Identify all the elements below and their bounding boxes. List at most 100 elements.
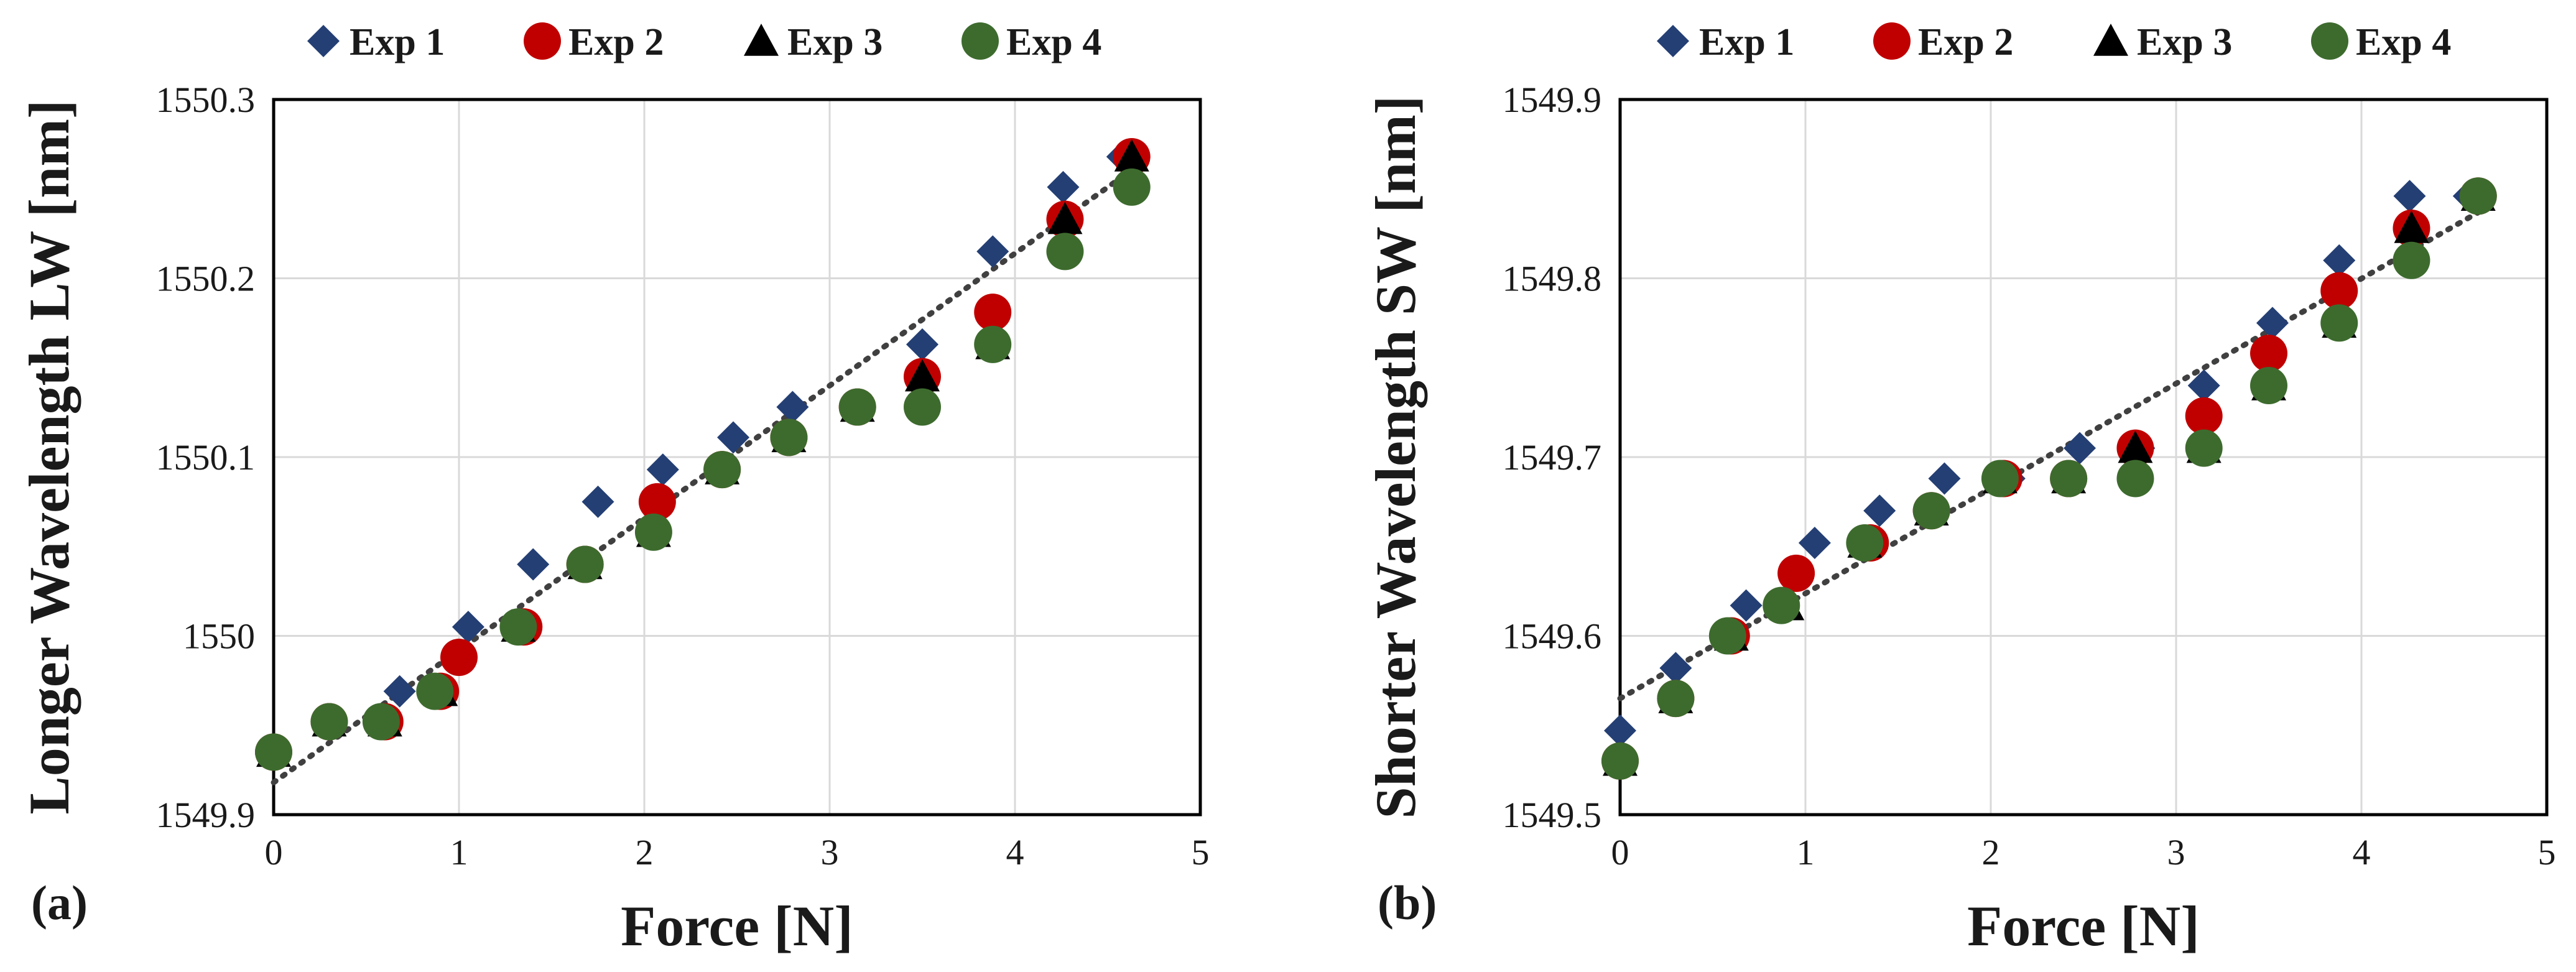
data-point: [2250, 335, 2287, 373]
trendline: [1617, 207, 2485, 701]
data-point: [2118, 430, 2153, 463]
legend: Exp 1 Exp 2 Exp 3 Exp 4: [307, 21, 1101, 63]
x-tick-label: 5: [1192, 832, 1210, 872]
legend-label: Exp 1: [350, 21, 445, 63]
data-point: [2187, 369, 2220, 402]
data-point: [1046, 233, 1084, 271]
x-tick-label: 2: [636, 832, 654, 872]
legend-marker: [744, 24, 779, 56]
x-axis-title: Force [N]: [1967, 894, 2200, 958]
data-point: [1708, 617, 1746, 655]
panel-label: (b): [1378, 876, 1437, 930]
x-tick-label: 1: [1797, 832, 1815, 872]
legend-label: Exp 3: [2137, 21, 2232, 63]
data-point: [517, 548, 550, 581]
data-point: [776, 391, 809, 424]
series-exp-4: [255, 168, 1151, 771]
x-tick-label: 5: [2538, 832, 2556, 872]
y-tick-label: 1550.3: [156, 80, 256, 120]
data-point: [1114, 139, 1149, 172]
data-point: [1047, 170, 1080, 203]
legend-marker: [524, 22, 561, 60]
x-tick-label: 2: [1982, 832, 2000, 872]
data-point: [1798, 527, 1831, 559]
legend-marker: [1873, 22, 1911, 60]
data-point: [383, 675, 416, 708]
data-point: [2050, 460, 2088, 498]
chart-a: 0 1 2 3 4 5 1549.9 1550 1550.1 1550.2 1550.3 Force …: [17, 21, 1210, 958]
x-tick-label: 4: [1006, 832, 1024, 872]
x-tick-label: 3: [821, 832, 839, 872]
panel-label: (a): [31, 876, 88, 930]
plot-border: [272, 98, 1202, 817]
x-tick-label: 0: [265, 832, 283, 872]
data-point: [2116, 460, 2154, 498]
series-exp-4: [1601, 177, 2497, 780]
data-point: [2323, 244, 2356, 277]
data-point: [976, 235, 1009, 268]
data-point: [974, 294, 1012, 331]
y-tick-label: 1550.2: [156, 259, 256, 299]
y-tick-label: 1550: [183, 616, 255, 657]
data-point: [904, 388, 941, 426]
data-point: [581, 485, 614, 518]
data-point: [1601, 742, 1639, 780]
x-tick-label: 3: [2167, 832, 2185, 872]
legend-label: Exp 1: [1699, 21, 1794, 63]
y-axis-title: Shorter Wavelength SW [nm]: [1364, 96, 1427, 819]
y-tick-label: 1549.6: [1503, 616, 1602, 657]
y-axis-title: Longer Wavelength LW [nm]: [17, 100, 81, 814]
data-point: [770, 419, 808, 456]
data-point: [906, 328, 938, 361]
data-point: [2394, 211, 2429, 243]
legend-marker: [961, 22, 999, 60]
data-point: [838, 388, 876, 426]
legend-label: Exp 2: [568, 21, 664, 63]
y-tick-label: 1549.5: [1503, 795, 1602, 835]
legend-marker: [2311, 22, 2348, 60]
chart-b: 0 1 2 3 4 5 1549.5 1549.6 1549.7 1549.8 1549.9 Forc…: [1364, 21, 2556, 958]
data-point: [717, 421, 750, 454]
data-point: [310, 703, 348, 741]
data-point: [1928, 462, 1961, 495]
data-point: [2064, 432, 2096, 465]
data-point: [634, 513, 672, 551]
data-point: [2250, 367, 2287, 404]
legend-marker: [1657, 25, 1689, 57]
legend-label: Exp 4: [2356, 21, 2451, 63]
legend: Exp 1 Exp 2 Exp 3 Exp 4: [1657, 21, 2451, 63]
plot-border: [1618, 98, 2549, 817]
data-point: [646, 453, 679, 486]
data-point: [1846, 524, 1884, 562]
legend-label: Exp 3: [787, 21, 883, 63]
data-point: [440, 639, 478, 676]
data-point: [974, 325, 1012, 363]
data-point: [1863, 494, 1896, 527]
y-tick-label: 1550.1: [156, 437, 256, 478]
data-point: [1777, 554, 1815, 592]
y-tick-label: 1549.7: [1503, 437, 1602, 478]
data-point: [2256, 307, 2289, 340]
x-tick-label: 0: [1611, 832, 1629, 872]
data-point: [703, 451, 741, 489]
x-axis-title: Force [N]: [621, 894, 853, 958]
data-point: [2185, 429, 2223, 467]
data-point: [1763, 586, 1800, 624]
data-point: [1981, 460, 2019, 498]
data-point: [255, 733, 292, 771]
x-tick-label: 4: [2353, 832, 2371, 872]
legend-marker: [307, 25, 340, 57]
data-point: [1604, 714, 1636, 747]
y-tick-label: 1549.9: [156, 795, 256, 835]
data-point: [1659, 652, 1692, 685]
data-point: [499, 608, 537, 646]
data-point: [416, 672, 454, 710]
y-tick-label: 1549.8: [1503, 259, 1602, 299]
legend-label: Exp 4: [1006, 21, 1101, 63]
data-point: [566, 545, 604, 583]
data-point: [1730, 589, 1763, 622]
data-point: [2185, 397, 2223, 435]
y-tick-label: 1549.9: [1503, 80, 1602, 120]
legend-label: Exp 2: [1918, 21, 2013, 63]
